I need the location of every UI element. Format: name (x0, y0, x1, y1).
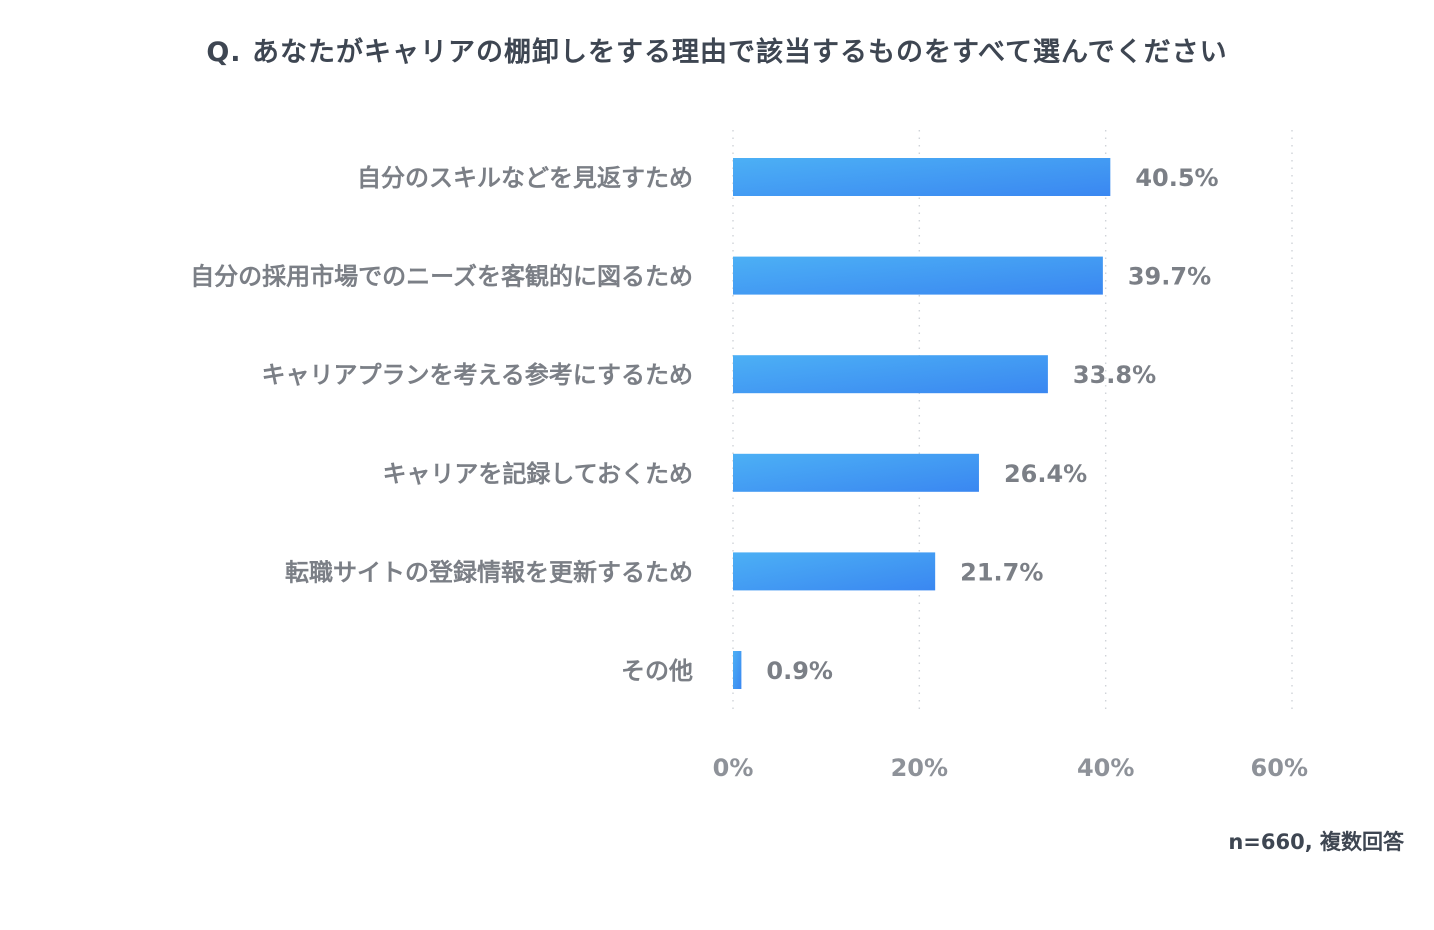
category-label: その他 (621, 657, 693, 685)
value-label: 26.4% (1004, 460, 1087, 488)
bar (733, 158, 1111, 196)
label-layer: 自分のスキルなどを見返すため 40.5% 自分の採用市場でのニーズを客観的に図るため… (190, 164, 1218, 685)
chart-title: Q. あなたがキャリアの棚卸しをする理由で該当するものをすべて選んでください (206, 37, 1228, 68)
x-tick-label: 60% (1251, 754, 1308, 782)
category-label: 自分の採用市場でのニーズを客観的に図るため (190, 263, 693, 291)
x-tick-label: 40% (1077, 754, 1134, 782)
category-label: 転職サイトの登録情報を更新するため (285, 558, 693, 586)
category-label: キャリアプランを考える参考にするため (261, 361, 693, 389)
value-label: 0.9% (766, 657, 833, 685)
grid-layer (732, 130, 1293, 715)
bar (733, 651, 742, 689)
category-label: 自分のスキルなどを見返すため (357, 164, 693, 192)
x-axis-ticks: 0% 20% 40% 60% (713, 754, 1308, 782)
x-tick-label: 20% (891, 754, 948, 782)
bar (733, 256, 1103, 295)
bar (733, 453, 979, 492)
category-label: キャリアを記録しておくため (382, 460, 693, 488)
bar (733, 552, 936, 591)
value-label: 39.7% (1128, 263, 1211, 291)
bar-layer (733, 158, 1111, 689)
value-label: 33.8% (1073, 361, 1156, 389)
sample-size-note: n=660, 複数回答 (1228, 830, 1404, 854)
x-tick-label: 0% (713, 754, 754, 782)
value-label: 40.5% (1135, 164, 1218, 192)
value-label: 21.7% (960, 558, 1043, 586)
bar (733, 355, 1048, 394)
